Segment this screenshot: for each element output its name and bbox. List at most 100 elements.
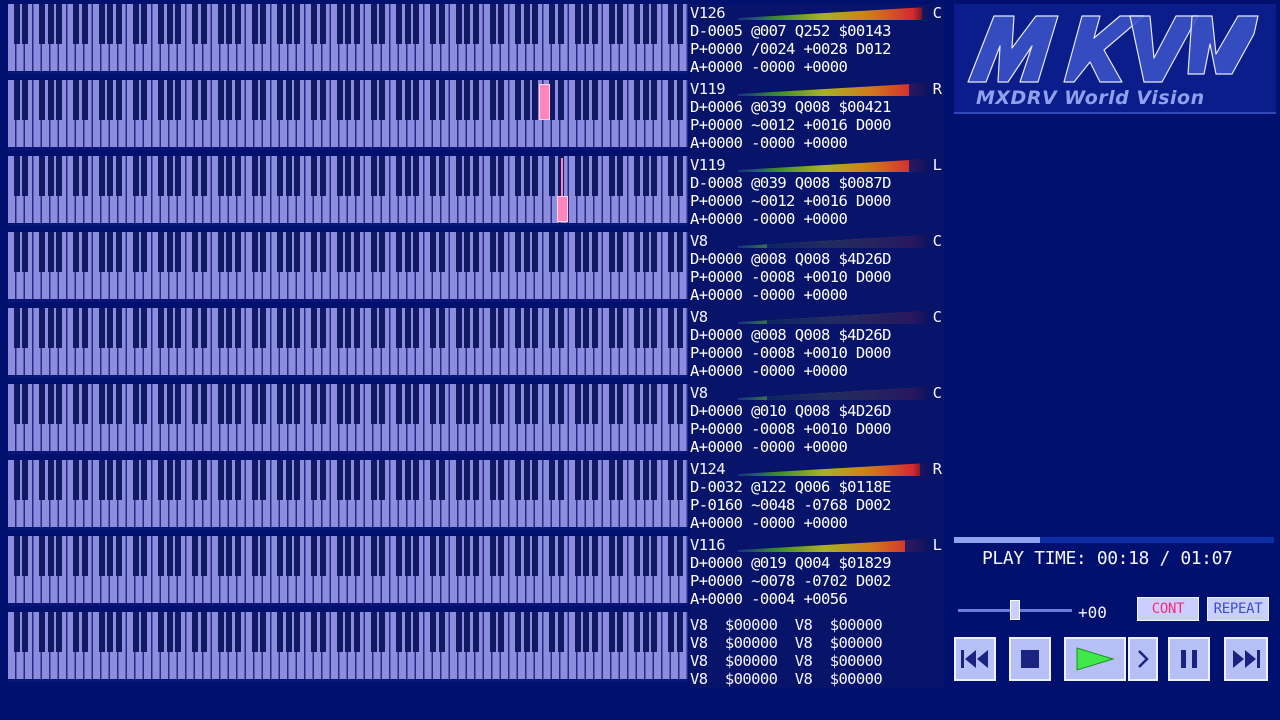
piano-black-key xyxy=(107,232,113,272)
piano-black-key xyxy=(498,80,504,120)
piano-black-key xyxy=(158,460,164,500)
piano-black-key xyxy=(22,536,28,576)
piano-black-key xyxy=(260,232,266,272)
piano-black-key xyxy=(651,80,657,120)
piano-black-key xyxy=(294,4,300,44)
piano-black-key xyxy=(98,80,105,120)
piano-black-key xyxy=(404,536,411,576)
piano-black-key xyxy=(608,612,615,652)
piano-black-key xyxy=(192,232,198,272)
piano-black-keys xyxy=(8,384,688,424)
pause-button[interactable] xyxy=(1168,637,1210,681)
piano-keyboard-row xyxy=(8,232,688,302)
step-forward-button[interactable] xyxy=(1128,637,1158,681)
volume-slider-handle[interactable] xyxy=(1010,600,1020,620)
piano-black-key xyxy=(668,308,674,348)
cont-button[interactable]: CONT xyxy=(1137,597,1199,621)
piano-black-key xyxy=(455,156,462,196)
piano-black-key xyxy=(642,156,649,196)
track-param-line: P+0000 /0024 +0028 D012 xyxy=(690,40,891,58)
piano-black-key xyxy=(141,308,147,348)
piano-black-key xyxy=(396,232,402,272)
stop-button[interactable] xyxy=(1009,637,1051,681)
piano-black-key xyxy=(166,536,173,576)
piano-black-key xyxy=(226,232,232,272)
piano-black-key xyxy=(557,232,564,272)
piano-black-key xyxy=(464,536,470,576)
piano-black-key xyxy=(557,80,564,120)
piano-black-key xyxy=(107,308,113,348)
piano-black-key xyxy=(608,232,615,272)
piano-black-key xyxy=(56,232,62,272)
piano-black-key xyxy=(234,612,241,652)
piano-black-key xyxy=(294,384,300,424)
piano-black-key xyxy=(73,308,79,348)
piano-black-key xyxy=(260,460,266,500)
extra-channel-line: V8 $00000 V8 $00000 xyxy=(690,652,883,670)
piano-black-key xyxy=(345,232,351,272)
previous-track-button[interactable] xyxy=(954,637,996,681)
piano-black-key xyxy=(464,80,470,120)
piano-black-key xyxy=(234,4,241,44)
piano-keyboard-row xyxy=(8,384,688,454)
piano-black-key xyxy=(251,460,258,500)
piano-black-key xyxy=(115,308,122,348)
piano-black-key xyxy=(311,4,317,44)
piano-black-key xyxy=(47,536,54,576)
piano-black-key xyxy=(608,536,615,576)
piano-black-key xyxy=(345,80,351,120)
piano-black-key xyxy=(217,384,224,424)
piano-black-key xyxy=(396,460,402,500)
piano-black-key xyxy=(574,232,581,272)
piano-black-key xyxy=(523,460,530,500)
piano-black-key xyxy=(226,384,232,424)
track-param-line: D+0000 @008 Q008 $4D26D xyxy=(690,326,891,344)
piano-black-key xyxy=(455,308,462,348)
repeat-button[interactable]: REPEAT xyxy=(1207,597,1269,621)
piano-black-key xyxy=(200,156,207,196)
piano-black-key xyxy=(200,80,207,120)
piano-black-key xyxy=(353,460,360,500)
playback-progress-bar[interactable] xyxy=(954,537,1274,543)
piano-black-key xyxy=(336,4,343,44)
track-level-mask xyxy=(766,311,928,324)
piano-black-key xyxy=(523,156,530,196)
track-level-meter xyxy=(738,7,928,20)
piano-black-key xyxy=(404,4,411,44)
piano-black-key xyxy=(81,80,88,120)
piano-black-key xyxy=(413,612,419,652)
piano-black-key xyxy=(634,460,640,500)
track-readout: V8 C D+0000 @010 Q008 $4D26D P+0000 -0008 +… xyxy=(690,384,944,460)
piano-black-key xyxy=(676,308,683,348)
piano-black-key xyxy=(251,232,258,272)
piano-black-key xyxy=(515,232,521,272)
play-button[interactable] xyxy=(1064,637,1126,681)
piano-black-key xyxy=(651,4,657,44)
next-track-button[interactable] xyxy=(1224,637,1268,681)
piano-black-key xyxy=(22,460,28,500)
piano-black-key xyxy=(668,536,674,576)
piano-black-key xyxy=(200,308,207,348)
piano-black-key xyxy=(39,232,45,272)
extra-channel-line: V8 $00000 V8 $00000 xyxy=(690,670,883,688)
piano-black-key xyxy=(634,4,640,44)
piano-black-key xyxy=(634,384,640,424)
piano-black-key xyxy=(370,612,377,652)
piano-black-key xyxy=(107,384,113,424)
track-level-mask xyxy=(909,83,928,96)
piano-black-key xyxy=(39,384,45,424)
piano-black-key xyxy=(549,156,555,196)
piano-black-key xyxy=(226,4,232,44)
piano-black-key xyxy=(617,80,623,120)
piano-black-key xyxy=(251,384,258,424)
piano-black-key xyxy=(200,4,207,44)
piano-black-key xyxy=(73,232,79,272)
piano-black-key xyxy=(98,232,105,272)
piano-black-key xyxy=(260,156,266,196)
piano-black-key xyxy=(277,80,283,120)
piano-black-key xyxy=(13,80,20,120)
piano-black-key xyxy=(379,308,385,348)
piano-black-key xyxy=(166,232,173,272)
piano-black-key xyxy=(22,156,28,196)
volume-slider[interactable] xyxy=(958,600,1072,620)
